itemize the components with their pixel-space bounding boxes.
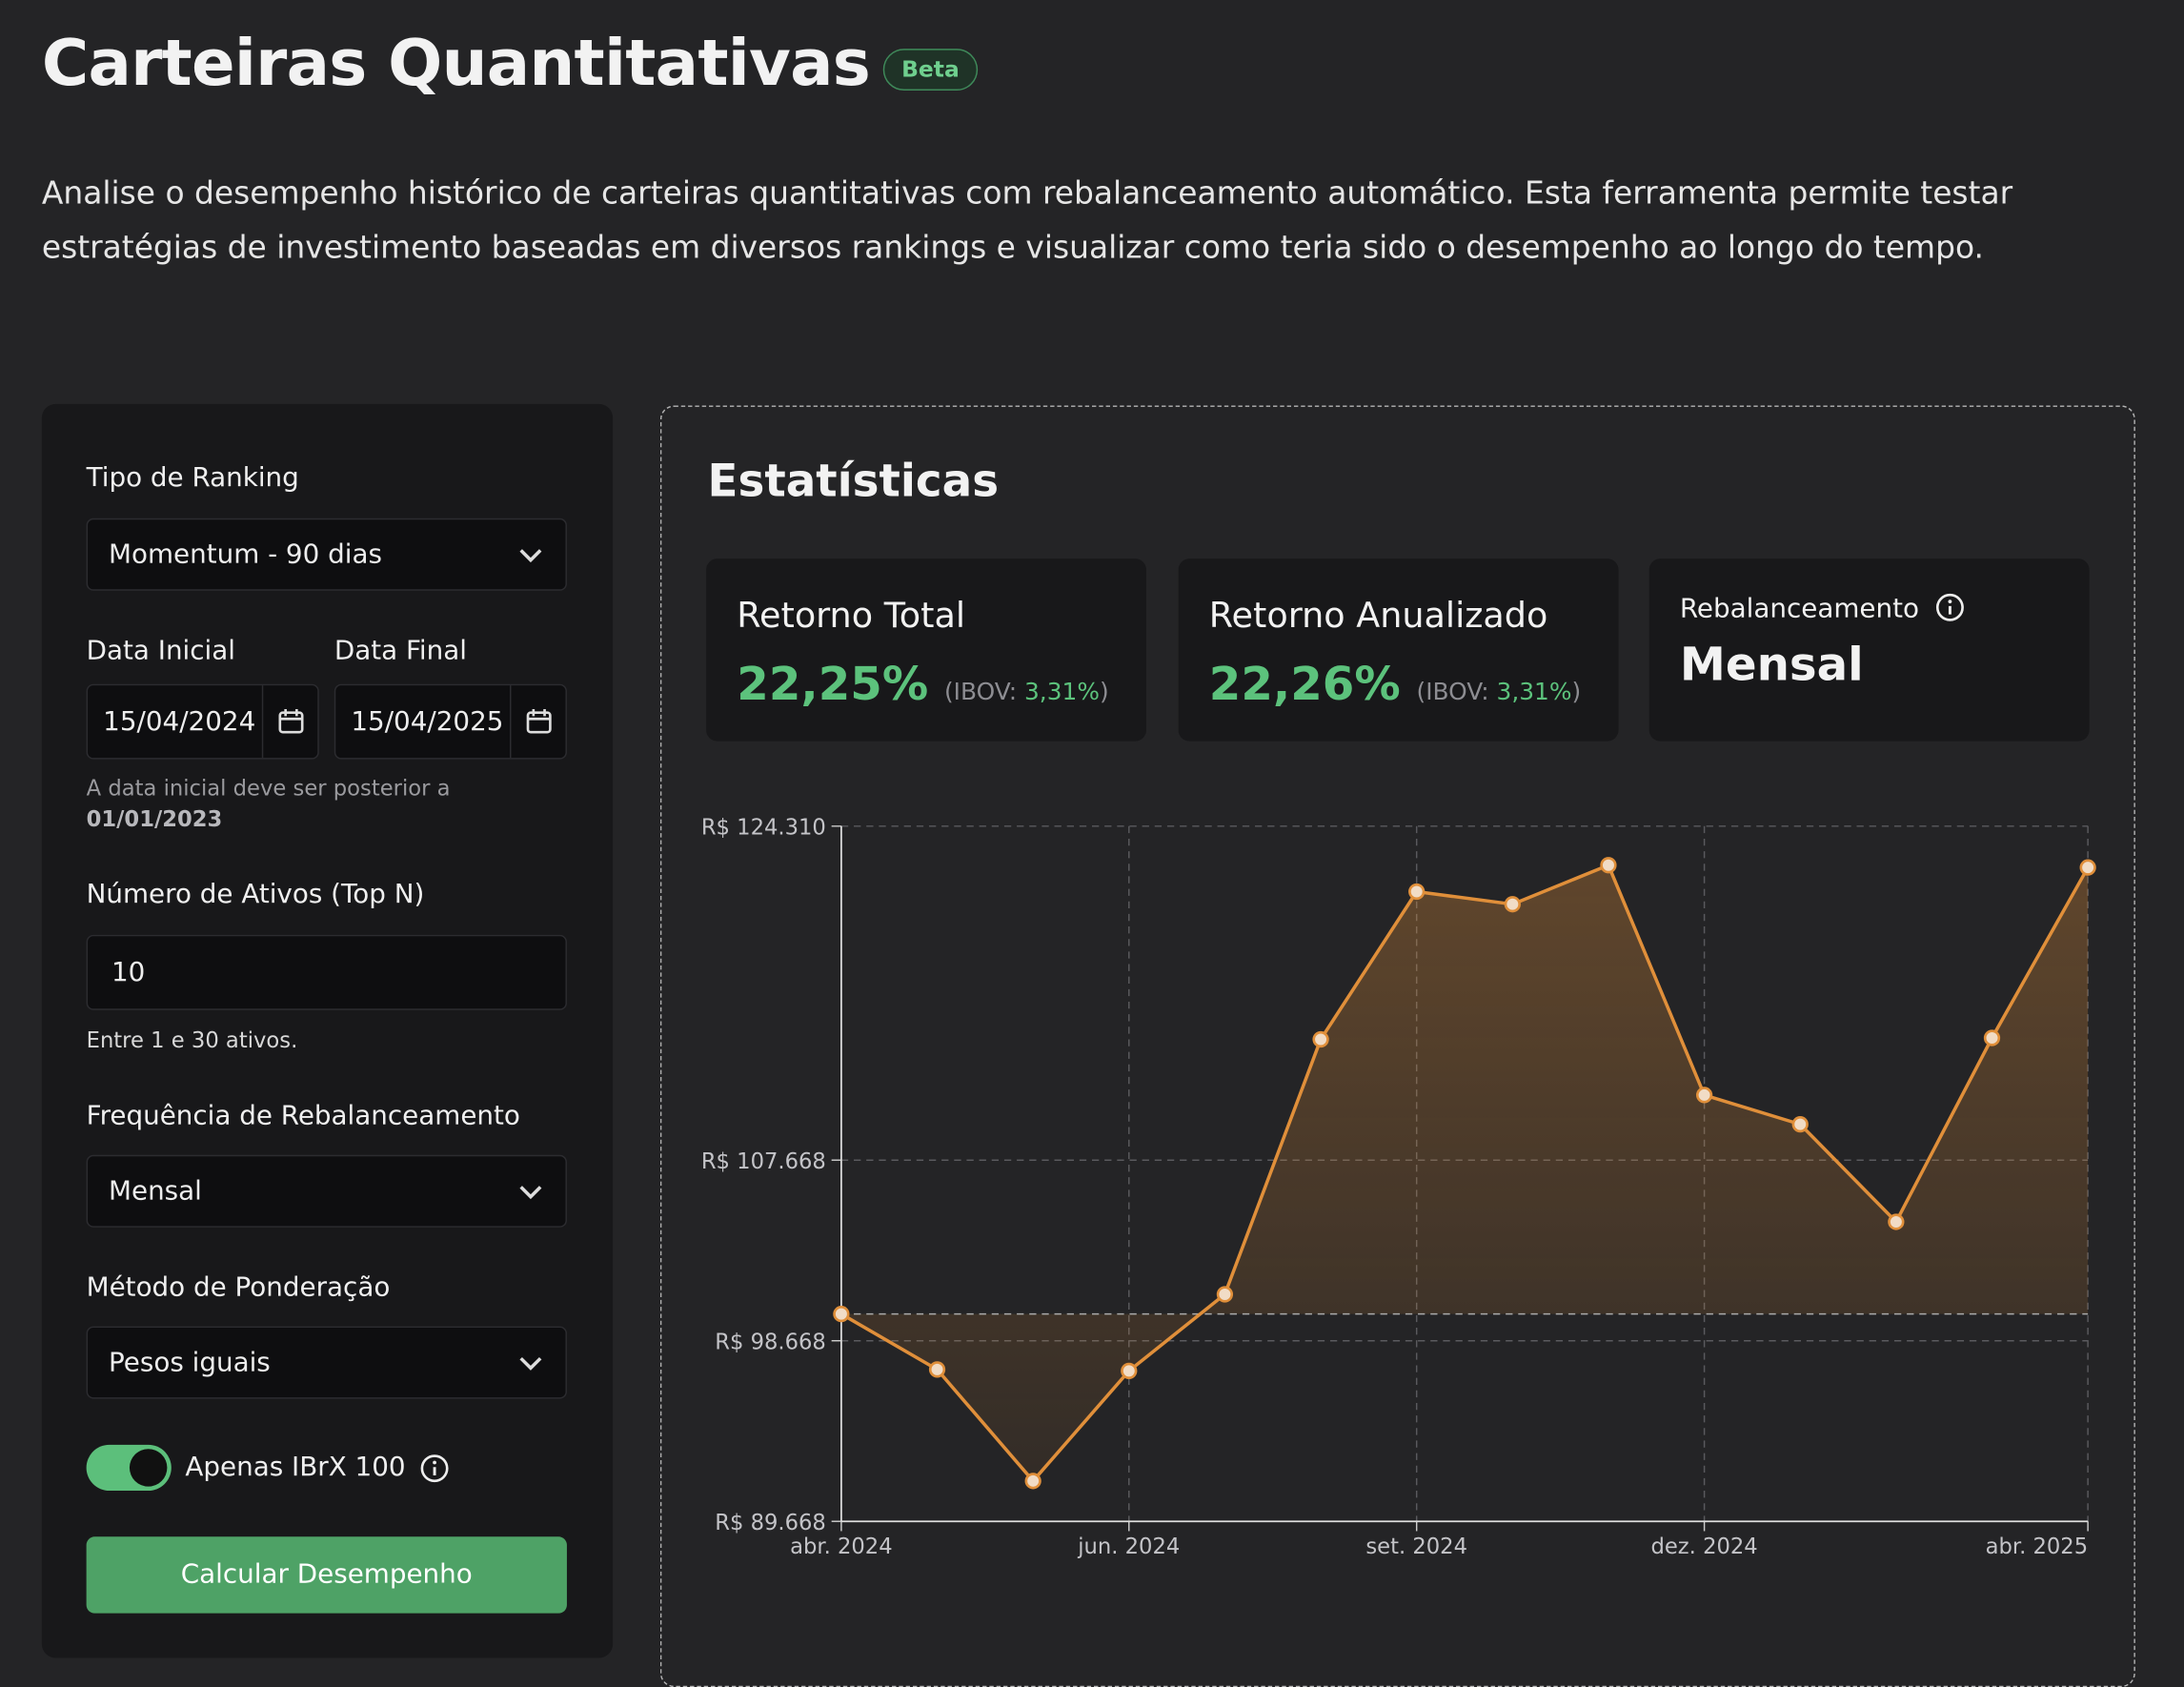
field-label: Número de Ativos (Top N) [86,879,425,910]
point [1504,896,1521,913]
page-title: Carteiras Quantitativas [41,25,871,101]
calendar-icon[interactable] [277,708,305,736]
chevron [519,1186,542,1200]
frequency-select[interactable]: Mensal [86,1154,567,1228]
ibrx-toggle[interactable] [86,1444,172,1492]
calendar-icon[interactable] [525,708,553,736]
x-tick-label: abr. 2025 [1986,1535,2089,1559]
x-tick-label: dez. 2024 [1650,1535,1757,1559]
stat-label: Rebalanceamento [1679,593,1919,624]
x-tick-label: set. 2024 [1365,1535,1467,1559]
toggle-knob [129,1449,168,1487]
select-value: Momentum - 90 dias [109,539,382,570]
point [1024,1473,1041,1490]
point [1695,1087,1713,1104]
stat-label: Retorno Anualizado [1208,595,1548,636]
benchmark-suffix: ) [1099,678,1109,707]
select-value: Pesos iguais [109,1347,271,1378]
point [1121,1362,1138,1379]
benchmark-prefix: (IBOV: [1416,678,1489,707]
point [2079,859,2096,876]
line [840,863,2090,1484]
date-value: 15/04/2024 [103,706,256,738]
area [840,864,2089,1481]
hint-date: 01/01/2023 [86,806,223,832]
point [1216,1286,1234,1303]
info-icon[interactable] [419,1453,450,1484]
info-icon[interactable] [1934,592,1965,622]
start-date-input[interactable]: 15/04/2024 [86,683,319,760]
performance-chart: R$ 89.668 R$ 98.668 R$ 107.668 R$ 124.310 ab… [701,816,2096,1559]
point [1312,1030,1329,1048]
stat-card: Rebalanceamento Mensal [1648,559,2090,742]
chevron [519,549,542,563]
benchmark-prefix: (IBOV: [943,678,1018,707]
description: Analise o desempenho histórico de cartei… [41,175,2013,266]
chevron [519,1356,542,1371]
benchmark-suffix: ) [1571,678,1582,707]
y-tick-label: R$ 98.668 [715,1330,826,1354]
stat-number: 22,26% [1208,656,1401,711]
point [1600,857,1617,874]
x-tick-label: jun. 2024 [1077,1535,1180,1559]
point [1791,1116,1809,1133]
point [1983,1029,2001,1047]
field-label: Data Final [334,635,467,666]
point [1888,1213,1905,1230]
ranking-select[interactable]: Momentum - 90 dias [86,518,567,591]
input-value: 10 [111,957,146,988]
benchmark-value: 3,31% [1496,678,1572,707]
field-label: Frequência de Rebalanceamento [86,1100,520,1131]
point [928,1361,946,1378]
end-date-input[interactable]: 15/04/2025 [334,683,567,760]
top-n-input[interactable]: 10 [86,934,567,1010]
benchmark: (IBOV: 3,31%) [1417,679,1582,706]
beta-badge: Beta [882,49,979,91]
stat-card: Retorno Anualizado 22,26% (IBOV: 3,31%) [1178,559,1619,742]
top-n-hint: Entre 1 e 30 ativos. [86,1027,298,1054]
stat-value: 22,25% (IBOV: 3,31%) [737,656,1108,710]
select-value: Mensal [109,1175,202,1207]
weighting-select[interactable]: Pesos iguais [86,1326,567,1399]
y-tick-label: R$ 89.668 [715,1511,826,1535]
benchmark-value: 3,31% [1023,678,1100,707]
field-label: Método de Ponderação [86,1271,391,1303]
y-tick-label: R$ 124.310 [701,816,826,841]
divider [261,685,264,759]
divider [509,685,512,759]
field-label: Tipo de Ranking [86,462,299,494]
field-label: Data Inicial [86,635,236,666]
date-hint: A data inicial deve ser posterior a 01/0… [87,773,463,834]
hint-text: A data inicial deve ser posterior a [86,776,451,802]
point [833,1306,850,1323]
stat-number: 22,25% [737,656,929,711]
submit-button[interactable]: Calcular Desempenho [86,1536,567,1614]
stat-card: Retorno Total 22,25% (IBOV: 3,31%) [706,559,1147,742]
stat-value: 22,26% (IBOV: 3,31%) [1209,656,1581,710]
stat-label: Retorno Total [737,595,966,636]
x-tick-label: abr. 2024 [790,1535,892,1559]
date-value: 15/04/2025 [351,706,504,738]
stats-title: Estatísticas [707,454,1000,508]
toggle-label: Apenas IBrX 100 [185,1452,406,1483]
y-tick-label: R$ 107.668 [701,1149,826,1174]
benchmark: (IBOV: 3,31%) [944,679,1109,706]
stat-value: Mensal [1679,637,1864,692]
point [1408,883,1426,901]
